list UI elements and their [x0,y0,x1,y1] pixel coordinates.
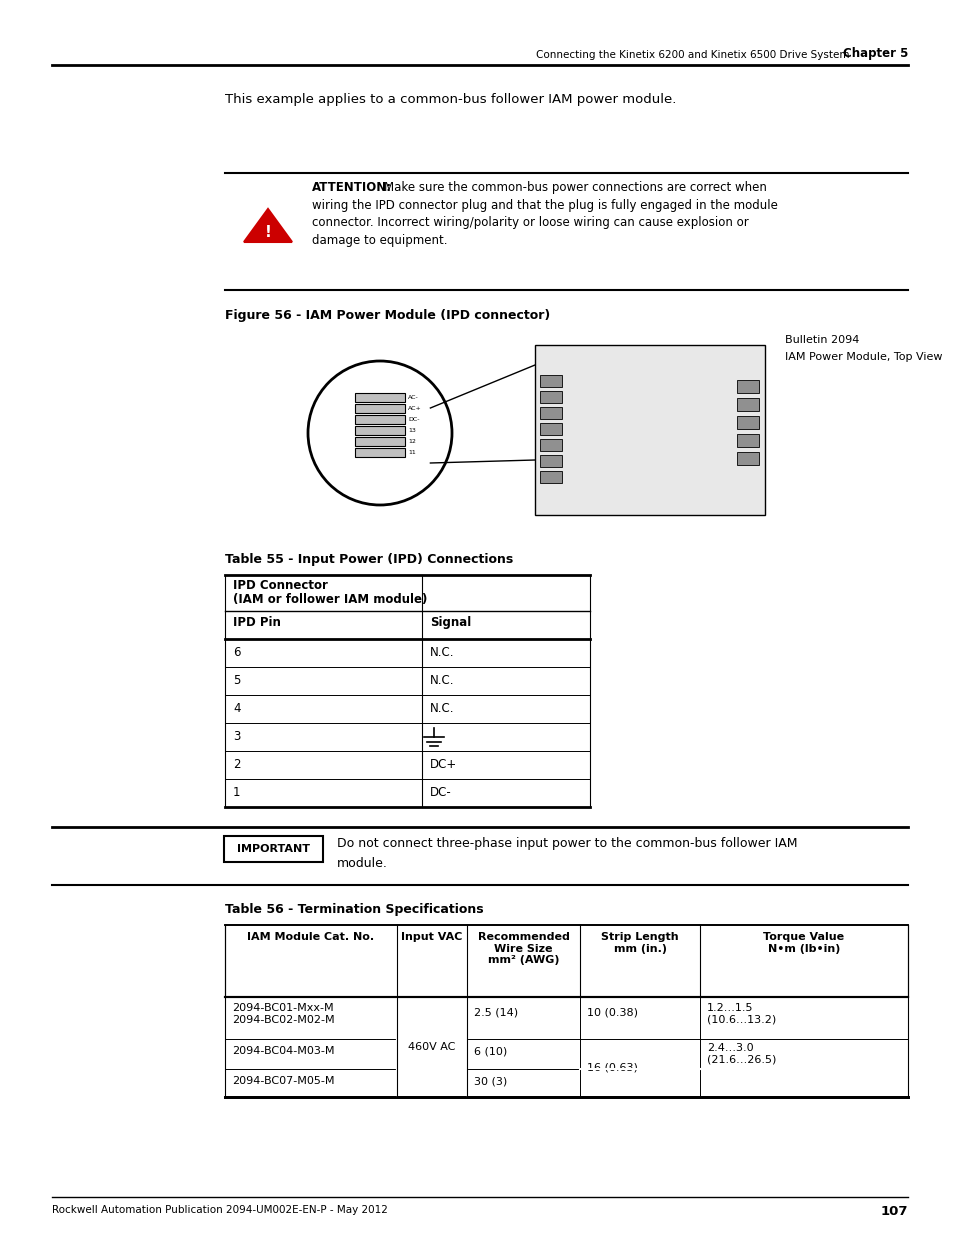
FancyBboxPatch shape [737,398,759,411]
Text: Do not connect three-phase input power to the common-bus follower IAM: Do not connect three-phase input power t… [336,837,797,850]
Text: 4: 4 [233,701,240,715]
Text: 6: 6 [233,646,240,659]
Text: 5: 5 [233,674,240,687]
Text: N.C.: N.C. [430,701,454,715]
Text: Figure 56 - IAM Power Module (IPD connector): Figure 56 - IAM Power Module (IPD connec… [225,309,550,322]
Text: 12: 12 [408,440,416,445]
Text: Make sure the common-bus power connections are correct when: Make sure the common-bus power connectio… [384,182,766,194]
FancyBboxPatch shape [539,408,561,419]
Text: 107: 107 [880,1205,907,1218]
Text: 1: 1 [233,785,240,799]
FancyBboxPatch shape [539,375,561,387]
Text: IAM Module Cat. No.: IAM Module Cat. No. [247,932,375,942]
FancyBboxPatch shape [539,391,561,403]
Text: Recommended
Wire Size
mm² (AWG): Recommended Wire Size mm² (AWG) [477,932,569,966]
Text: AC+: AC+ [408,406,421,411]
Text: 2094-BC01-Mxx-M
2094-BC02-M02-M: 2094-BC01-Mxx-M 2094-BC02-M02-M [232,1003,335,1025]
Text: N.C.: N.C. [430,646,454,659]
FancyBboxPatch shape [539,471,561,483]
FancyBboxPatch shape [737,380,759,393]
FancyBboxPatch shape [737,416,759,429]
Text: This example applies to a common-bus follower IAM power module.: This example applies to a common-bus fol… [225,93,676,106]
FancyBboxPatch shape [535,345,764,515]
Text: DC-: DC- [408,417,419,422]
Polygon shape [244,209,292,242]
FancyBboxPatch shape [224,836,323,862]
Text: Torque Value
N•m (lb•in): Torque Value N•m (lb•in) [762,932,843,953]
Text: Table 55 - Input Power (IPD) Connections: Table 55 - Input Power (IPD) Connections [225,553,513,566]
FancyBboxPatch shape [355,426,405,435]
FancyBboxPatch shape [737,452,759,466]
Text: wiring the IPD connector plug and that the plug is fully engaged in the module: wiring the IPD connector plug and that t… [312,199,777,211]
Text: 2.5 (14): 2.5 (14) [474,1007,517,1016]
Text: Bulletin 2094: Bulletin 2094 [784,335,859,345]
FancyBboxPatch shape [539,454,561,467]
Text: 10 (0.38): 10 (0.38) [586,1007,638,1016]
Text: Chapter 5: Chapter 5 [841,47,907,61]
Text: 16 (0.63): 16 (0.63) [586,1063,638,1073]
Text: 30 (3): 30 (3) [474,1076,507,1086]
Text: 2094-BC04-M03-M: 2094-BC04-M03-M [232,1046,335,1056]
Text: IMPORTANT: IMPORTANT [236,844,310,853]
FancyBboxPatch shape [355,448,405,457]
Text: 1.2…1.5
(10.6…13.2): 1.2…1.5 (10.6…13.2) [706,1003,776,1025]
Text: 13: 13 [408,429,416,433]
Text: Input VAC: Input VAC [401,932,462,942]
Text: AC-: AC- [408,395,418,400]
Text: Signal: Signal [430,616,471,629]
Text: 6 (10): 6 (10) [474,1046,507,1056]
Text: 2094-BC07-M05-M: 2094-BC07-M05-M [232,1076,335,1086]
FancyBboxPatch shape [355,415,405,424]
Text: !: ! [264,225,272,240]
Text: ATTENTION:: ATTENTION: [312,182,392,194]
Text: IPD Connector: IPD Connector [233,579,328,592]
Text: (IAM or follower IAM module): (IAM or follower IAM module) [233,593,427,606]
FancyBboxPatch shape [355,437,405,446]
Text: 460V AC: 460V AC [408,1042,456,1052]
FancyBboxPatch shape [737,433,759,447]
Text: 3: 3 [233,730,240,743]
FancyBboxPatch shape [355,404,405,412]
Text: 2: 2 [233,758,240,771]
Text: damage to equipment.: damage to equipment. [312,233,447,247]
Text: module.: module. [336,857,388,869]
FancyBboxPatch shape [539,424,561,435]
FancyBboxPatch shape [539,438,561,451]
Text: N.C.: N.C. [430,674,454,687]
Text: DC+: DC+ [430,758,456,771]
Text: IAM Power Module, Top View: IAM Power Module, Top View [784,352,942,362]
Text: Table 56 - Termination Specifications: Table 56 - Termination Specifications [225,903,483,916]
Text: Connecting the Kinetix 6200 and Kinetix 6500 Drive System: Connecting the Kinetix 6200 and Kinetix … [536,49,849,61]
Text: 11: 11 [408,450,416,456]
Text: Strip Length
mm (in.): Strip Length mm (in.) [600,932,679,953]
FancyBboxPatch shape [355,393,405,403]
Text: 2.4…3.0
(21.6…26.5): 2.4…3.0 (21.6…26.5) [706,1044,776,1065]
Text: Rockwell Automation Publication 2094-UM002E-EN-P - May 2012: Rockwell Automation Publication 2094-UM0… [52,1205,388,1215]
Text: connector. Incorrect wiring/polarity or loose wiring can cause explosion or: connector. Incorrect wiring/polarity or … [312,216,748,228]
Text: DC-: DC- [430,785,452,799]
Text: IPD Pin: IPD Pin [233,616,280,629]
